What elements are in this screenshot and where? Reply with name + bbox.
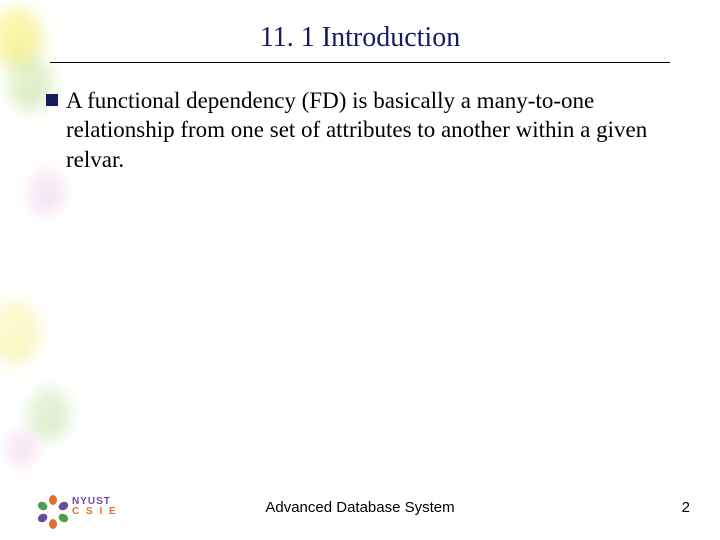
slide-title: 11. 1 Introduction (50, 22, 670, 60)
bullet-item: A functional dependency (FD) is basicall… (46, 86, 674, 174)
page-number: 2 (682, 499, 690, 516)
bullet-text: A functional dependency (FD) is basicall… (66, 86, 674, 174)
content-area: A functional dependency (FD) is basicall… (46, 86, 674, 174)
footer: NYUST C S I E Advanced Database System 2 (0, 480, 720, 520)
balloon-decoration (0, 300, 40, 364)
balloon-decoration (6, 430, 36, 466)
title-underline (50, 62, 670, 63)
footer-center-text: Advanced Database System (0, 499, 720, 516)
slide: 11. 1 Introduction A functional dependen… (0, 0, 720, 540)
balloon-decoration (28, 388, 70, 440)
title-area: 11. 1 Introduction (50, 22, 670, 63)
balloon-decoration (28, 170, 64, 214)
bullet-marker (46, 94, 58, 106)
